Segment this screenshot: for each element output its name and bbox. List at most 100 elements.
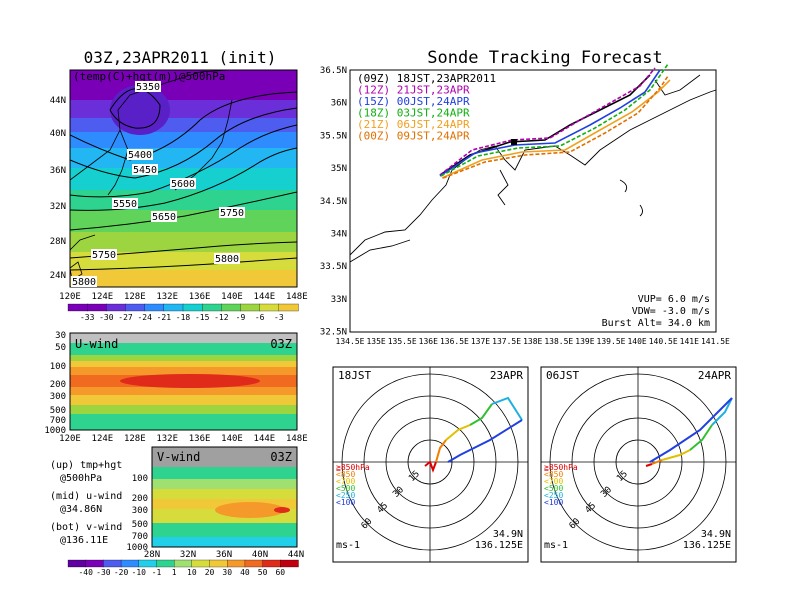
uwind-band <box>70 395 297 405</box>
hodo-legend-entry: <850 <box>336 470 355 479</box>
hodo-lat: 34.9N <box>701 529 731 540</box>
track-lon-tick: 135.5E <box>388 337 417 346</box>
map-lon-tick: 132E <box>156 292 178 302</box>
contour-label: 5550 <box>113 199 137 210</box>
track-lon-tick: 138E <box>523 337 542 346</box>
hodo-legend-entry: <500 <box>336 484 355 493</box>
uwind-band <box>70 367 297 375</box>
map-lat-tick: 32N <box>50 202 66 212</box>
vwind-pressure-tick: 500 <box>132 520 148 530</box>
vwind-pressure-tick: 100 <box>132 474 148 484</box>
vwind-lat-tick: 44N <box>288 550 304 560</box>
temperature-band <box>70 252 297 270</box>
hodo-legend-entry: <250 <box>544 491 563 500</box>
track-line <box>441 79 671 179</box>
track-legend-entry: (21Z) 06JST,24APR <box>357 118 470 131</box>
legend-note: (up) tmp+hgt <box>50 460 122 471</box>
track-legend-entry: (15Z) 00JST,24APR <box>357 95 470 108</box>
colorbar-label: -3 <box>274 313 284 322</box>
hodo-legend-entry: ≧850hPa <box>544 463 578 472</box>
wind-colorbar-swatch <box>120 559 140 568</box>
track-lon-tick: 137E <box>471 337 490 346</box>
hodograph-frame <box>540 366 737 563</box>
track-lon-tick: 140E <box>627 337 646 346</box>
wind-colorbar-label: -10 <box>132 568 147 577</box>
colorbar-label: -15 <box>195 313 210 322</box>
track-line <box>442 75 669 179</box>
map-lon-tick: 136E <box>189 292 211 302</box>
uwind-lon-tick: 144E <box>254 434 276 444</box>
left-title: 03Z,23APR2011 (init) <box>84 48 277 67</box>
contour-label-bg <box>170 178 196 189</box>
vwind-lat-tick: 36N <box>216 550 232 560</box>
wind-colorbar-swatch <box>244 559 264 568</box>
track-lat-tick: 35N <box>331 164 347 174</box>
uwind-pressure-tick: 200 <box>50 380 66 390</box>
colorbar-label: -12 <box>214 313 229 322</box>
track-line <box>439 69 661 177</box>
wind-colorbar-swatch <box>227 559 246 568</box>
uwind-pressure-tick: 1000 <box>44 426 66 436</box>
colorbar-label: -6 <box>255 313 265 322</box>
vwind-lat-tick: 28N <box>144 550 160 560</box>
track-line <box>439 67 656 176</box>
uwind-band <box>70 355 297 361</box>
vwind-label: V-wind <box>157 450 200 464</box>
uwind-label: U-wind <box>75 337 118 351</box>
contour-label: 5350 <box>136 82 160 93</box>
hodo-lon: 136.125E <box>683 540 731 551</box>
uwind-pressure-tick: 700 <box>50 416 66 426</box>
contour-label: 5400 <box>128 150 152 161</box>
hodo-trace <box>469 403 493 426</box>
colorbar-swatch <box>144 303 165 312</box>
colorbar-label: -30 <box>99 313 114 322</box>
colorbar-swatch <box>182 303 203 312</box>
uwind-lon-tick: 148E <box>286 434 308 444</box>
map-lat-tick: 36N <box>50 166 66 176</box>
colorbar-swatch <box>221 303 242 312</box>
track-lat-tick: 33N <box>331 295 347 305</box>
contour-label: 5800 <box>72 277 96 288</box>
uwind-lon-tick: 132E <box>156 434 178 444</box>
colorbar-swatch <box>202 303 222 312</box>
uwind-band <box>70 387 297 395</box>
vwind-pressure-tick: 1000 <box>126 543 148 553</box>
wind-colorbar-label: 1 <box>172 568 177 577</box>
hodo-date: 23APR <box>490 369 523 382</box>
track-lon-tick: 141E <box>680 337 699 346</box>
hodo-unit: ms-1 <box>336 540 360 551</box>
legend-note-sub: @500hPa <box>60 473 102 484</box>
contour-label-bg <box>91 249 117 260</box>
map500-label: (temp(C)+hgt(m))@500hPa <box>73 70 225 83</box>
wind-colorbar-label: -20 <box>114 568 129 577</box>
wind-colorbar-label: -1 <box>152 568 162 577</box>
uwind-lon-tick: 128E <box>124 434 146 444</box>
wind-colorbar-label: -30 <box>96 568 111 577</box>
hodo-legend-entry: <850 <box>544 470 563 479</box>
hodo-legend-entry: ≧850hPa <box>336 463 370 472</box>
contour-label: 5750 <box>220 208 244 219</box>
wind-colorbar-swatch <box>174 559 193 568</box>
track-legend-entry: (18Z) 03JST,24APR <box>357 107 470 120</box>
colorbar-swatch <box>125 303 146 312</box>
track-lat-tick: 34N <box>331 230 347 240</box>
track-line <box>440 63 669 177</box>
map-lat-tick: 24N <box>50 271 66 281</box>
track-lon-tick: 137.5E <box>492 337 521 346</box>
vwind-pressure-tick: 300 <box>132 506 148 516</box>
legend-note: (bot) v-wind <box>50 522 122 533</box>
colorbar-swatch <box>87 303 107 312</box>
wind-colorbar-label: 40 <box>240 568 250 577</box>
hodo-trace <box>661 449 691 461</box>
contour-label-bg <box>135 81 161 92</box>
hodo-legend-entry: <250 <box>336 491 355 500</box>
temperature-band <box>70 70 297 100</box>
launch-site-marker <box>511 139 517 145</box>
uwind-pressure-tick: 50 <box>55 343 66 353</box>
colorbar-swatch <box>240 303 261 312</box>
track-lat-tick: 36.5N <box>320 66 347 76</box>
hodo-lon: 136.125E <box>475 540 523 551</box>
vwind-band <box>152 523 297 537</box>
